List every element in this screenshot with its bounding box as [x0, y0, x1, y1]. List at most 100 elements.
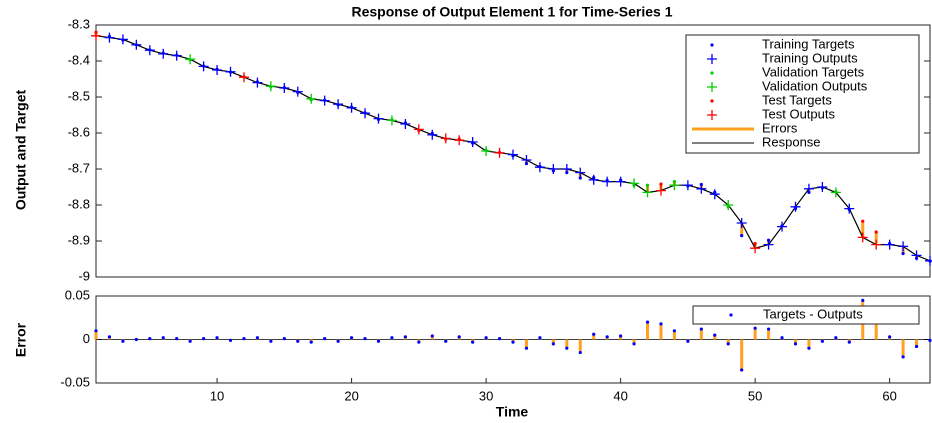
y-tick-label: -8.6	[68, 124, 90, 139]
legend-label: Targets - Outputs	[763, 306, 863, 321]
target-marker	[444, 137, 448, 141]
error-marker	[914, 344, 919, 349]
target-marker	[309, 98, 313, 102]
target-marker	[565, 171, 569, 175]
x-tick-label: 30	[479, 388, 493, 403]
error-marker	[148, 337, 152, 341]
target-marker	[914, 256, 919, 260]
error-marker	[107, 335, 112, 339]
y-tick-label: -8.4	[68, 52, 90, 67]
error-marker	[793, 342, 798, 346]
target-marker	[713, 190, 717, 194]
target-marker	[430, 131, 434, 135]
error-marker	[403, 335, 407, 339]
target-marker	[296, 90, 300, 94]
error-marker	[202, 337, 206, 341]
legend-marker	[710, 43, 714, 47]
target-marker	[175, 53, 179, 57]
error-marker	[672, 329, 677, 333]
error-marker	[134, 337, 138, 342]
target-marker	[699, 182, 703, 187]
error-marker	[175, 337, 179, 341]
error-marker	[511, 340, 515, 344]
error-marker	[753, 326, 757, 330]
error-marker	[376, 339, 381, 343]
legend-label: Training Targets	[762, 36, 855, 51]
legend-label: Validation Targets	[762, 64, 865, 79]
error-marker	[699, 327, 703, 331]
error-marker	[645, 320, 650, 324]
target-marker	[524, 162, 529, 166]
error-marker	[94, 329, 98, 333]
target-marker	[578, 176, 582, 180]
error-marker	[726, 342, 730, 346]
error-marker	[121, 339, 125, 343]
target-marker	[228, 70, 233, 74]
error-marker	[215, 336, 219, 340]
error-marker	[430, 334, 434, 338]
target-marker	[511, 154, 515, 158]
target-marker	[847, 208, 851, 212]
target-marker	[619, 178, 623, 182]
legend-marker	[710, 71, 714, 75]
error-marker	[659, 322, 663, 326]
error-marker	[228, 338, 233, 342]
target-marker	[659, 182, 663, 186]
y-tick-label: -8.9	[68, 232, 90, 247]
error-marker	[538, 336, 542, 340]
legend-label: Response	[762, 134, 821, 149]
error-marker	[592, 332, 596, 336]
x-tick-label: 40	[613, 388, 627, 403]
target-marker	[780, 224, 784, 228]
error-marker	[282, 337, 286, 341]
error-marker	[847, 340, 851, 344]
error-marker	[834, 336, 838, 340]
target-marker	[134, 43, 138, 47]
target-marker	[390, 118, 394, 122]
error-marker	[578, 350, 582, 355]
target-marker	[121, 38, 125, 42]
error-marker	[457, 335, 461, 339]
error-marker	[484, 336, 488, 340]
error-marker	[901, 355, 905, 359]
chart-title: Response of Output Element 1 for Time-Se…	[351, 4, 672, 20]
target-marker	[497, 150, 502, 155]
target-marker	[592, 176, 596, 180]
target-marker	[107, 34, 112, 39]
y-axis-label: Output and Target	[13, 90, 29, 211]
error-marker	[524, 346, 529, 350]
legend-box	[685, 34, 920, 154]
target-marker	[336, 103, 340, 107]
error-marker	[632, 342, 636, 346]
error-marker	[619, 334, 623, 338]
error-marker	[740, 368, 744, 372]
y-tick-label: -8.7	[68, 160, 90, 175]
target-marker	[457, 137, 461, 141]
error-marker	[188, 339, 192, 343]
output-marker	[736, 218, 747, 228]
error-marker	[807, 346, 811, 350]
target-marker	[820, 186, 824, 190]
target-marker	[901, 252, 905, 256]
error-marker	[471, 340, 475, 344]
error-marker	[820, 339, 824, 343]
output-marker	[642, 187, 653, 198]
error-marker	[269, 339, 273, 343]
output-marker	[871, 239, 882, 250]
target-marker	[242, 75, 246, 79]
error-marker	[686, 339, 690, 343]
target-marker	[94, 30, 98, 34]
target-marker	[793, 207, 798, 211]
error-marker	[336, 339, 340, 343]
x-tick-label: 50	[748, 388, 762, 403]
target-marker	[376, 117, 381, 121]
legend-marker	[707, 110, 717, 120]
y-tick-label: 0.05	[65, 287, 90, 302]
error-marker	[551, 342, 555, 346]
target-marker	[888, 241, 892, 246]
output-marker	[898, 241, 909, 252]
target-marker	[363, 111, 367, 115]
output-marker	[857, 232, 868, 243]
target-marker	[161, 51, 165, 55]
